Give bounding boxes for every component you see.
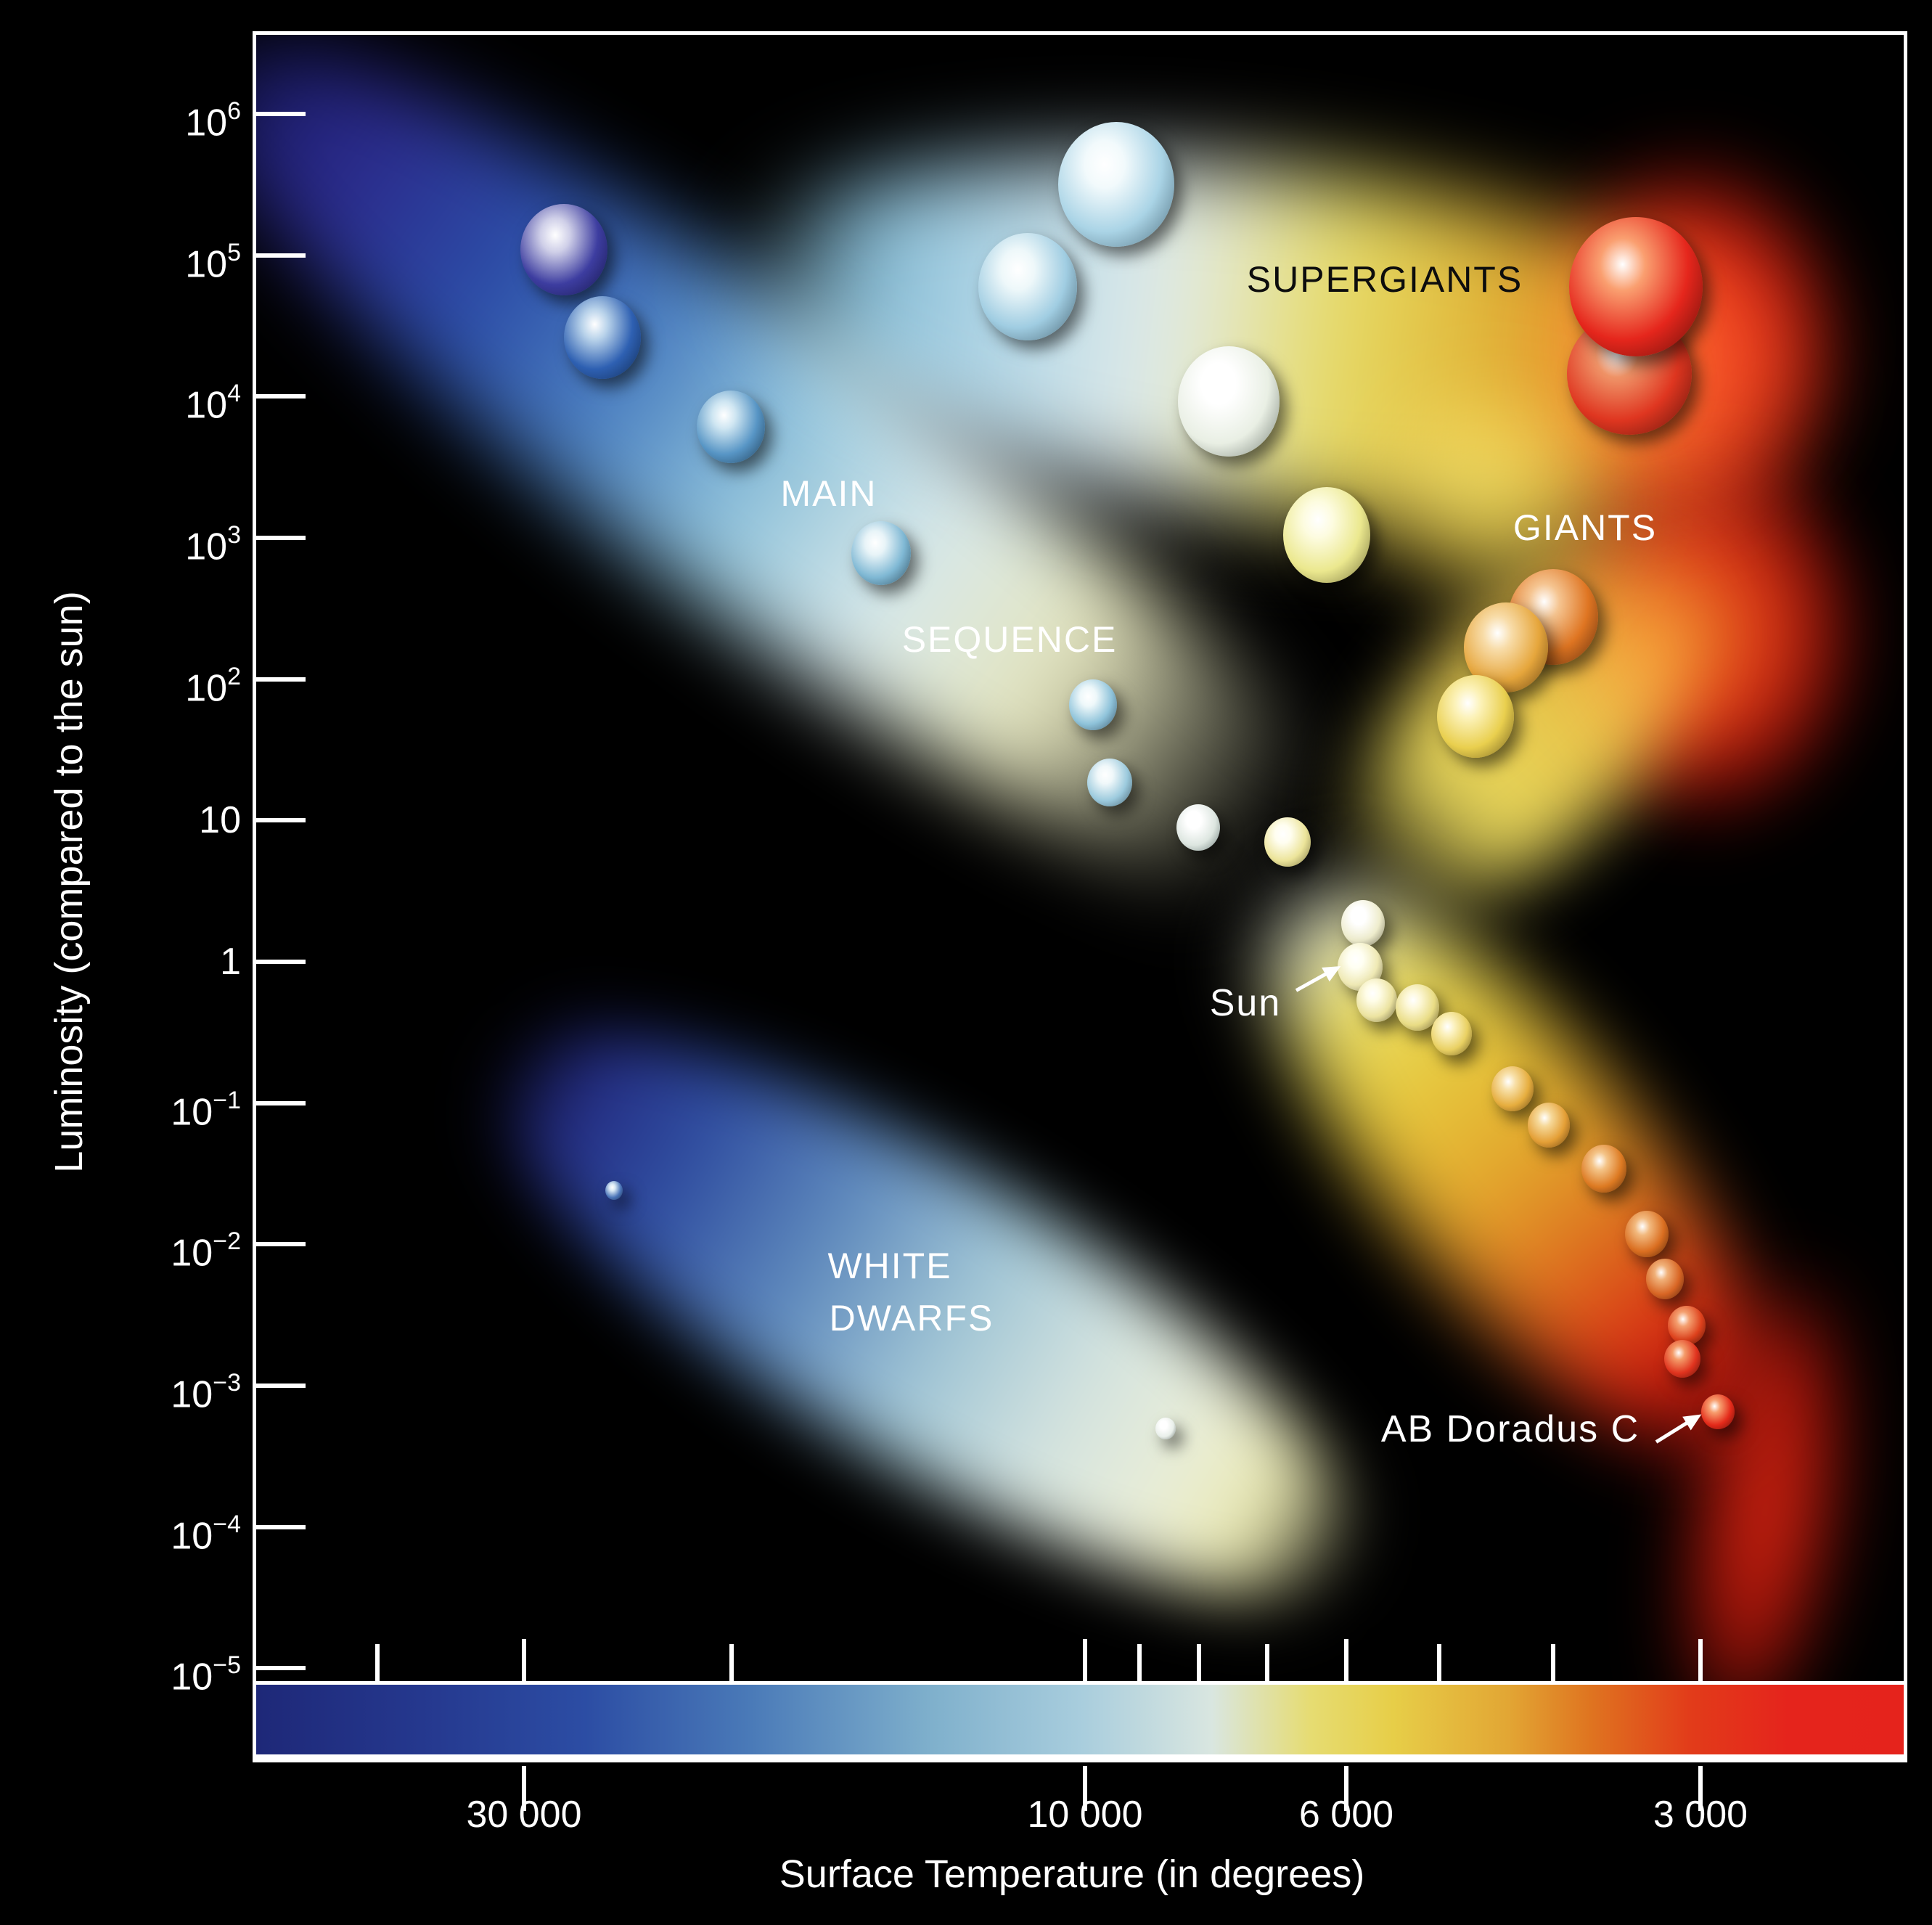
y-tick-label: 10−1 — [171, 1087, 241, 1134]
y-tick-label: 1 — [220, 941, 241, 983]
temperature-colorbar — [256, 1681, 1904, 1759]
star-supergiants — [1283, 487, 1370, 583]
star-main-sequence — [520, 204, 607, 295]
x-tick-minor — [375, 1644, 380, 1681]
x-tick-minor — [1197, 1644, 1201, 1681]
star-main-sequence — [1528, 1103, 1570, 1148]
label-sequence: SEQUENCE — [901, 619, 1118, 660]
star-main-sequence — [1087, 759, 1132, 806]
y-tick — [256, 1384, 306, 1388]
x-tick-major-below — [1698, 1766, 1703, 1811]
star-main-sequence — [1646, 1259, 1684, 1299]
x-tick-major — [522, 1639, 526, 1681]
y-tick-label: 10−3 — [171, 1369, 241, 1416]
x-tick-major-below — [1083, 1766, 1087, 1811]
label-ab-doradus-c: AB Doradus C — [1380, 1408, 1640, 1450]
star-main-sequence — [1264, 817, 1311, 867]
x-tick-label: 3 000 — [1653, 1794, 1748, 1836]
star-main-sequence — [1625, 1211, 1669, 1257]
star-main-sequence — [1491, 1066, 1534, 1111]
star-main-sequence — [1069, 679, 1117, 730]
star-main-sequence — [1664, 1340, 1700, 1378]
y-tick — [256, 1242, 306, 1246]
plot-world: SUPERGIANTS MAIN SEQUENCE GIANTS Sun WHITE DWA… — [256, 35, 1904, 1759]
x-tick-minor — [729, 1644, 734, 1681]
y-tick — [256, 394, 306, 399]
star-supergiants — [978, 233, 1077, 340]
label-main: MAIN — [780, 473, 877, 514]
y-tick — [256, 536, 306, 540]
star-main-sequence — [564, 296, 641, 379]
star-supergiants — [1058, 122, 1174, 247]
star-main-sequence — [1341, 900, 1385, 947]
star-main-sequence — [1396, 984, 1439, 1031]
x-tick-major — [1344, 1639, 1348, 1681]
star-ab-doradus-c — [1701, 1394, 1735, 1429]
plot-area: SUPERGIANTS MAIN SEQUENCE GIANTS Sun WHITE DWA… — [256, 35, 1904, 1759]
label-giants: GIANTS — [1513, 507, 1658, 548]
star-supergiants — [1178, 346, 1280, 457]
y-tick-label: 10−4 — [171, 1511, 241, 1558]
x-tick-major — [1698, 1639, 1703, 1681]
x-tick-minor — [1137, 1644, 1142, 1681]
y-tick-label: 10 — [199, 799, 241, 841]
star-main-sequence — [697, 391, 765, 463]
x-axis-title: Surface Temperature (in degrees) — [779, 1852, 1365, 1896]
star-giants — [1437, 675, 1514, 758]
star-main-sequence — [1176, 804, 1220, 851]
star-white-dwarfs — [1155, 1418, 1176, 1439]
x-tick-label: 30 000 — [466, 1794, 582, 1836]
star-main-sequence — [1581, 1145, 1626, 1193]
y-tick-label: 10−5 — [171, 1651, 241, 1699]
x-tick-minor — [1437, 1644, 1441, 1681]
x-tick-label: 10 000 — [1027, 1794, 1143, 1836]
star-main-sequence — [851, 521, 911, 585]
x-tick-minor — [1551, 1644, 1555, 1681]
y-tick-label: 104 — [185, 380, 241, 427]
y-tick — [256, 1525, 306, 1529]
label-white: WHITE — [827, 1246, 952, 1286]
y-tick-label: 102 — [185, 663, 241, 710]
y-tick-label: 103 — [185, 521, 241, 568]
x-tick-major-below — [1344, 1766, 1348, 1811]
y-tick-label: 105 — [185, 239, 241, 286]
label-sun: Sun — [1209, 982, 1282, 1024]
y-tick — [256, 677, 306, 682]
x-tick-label: 6 000 — [1298, 1794, 1394, 1836]
y-tick — [256, 253, 306, 258]
star-main-sequence — [1668, 1306, 1706, 1345]
y-tick — [256, 960, 306, 964]
star-main-sequence — [1356, 978, 1397, 1022]
y-tick — [256, 1666, 306, 1670]
star-white-dwarfs — [605, 1181, 623, 1200]
y-tick — [256, 818, 306, 822]
x-tick-major — [1083, 1639, 1087, 1681]
x-tick-major-below — [522, 1766, 526, 1811]
label-dwarfs: DWARFS — [829, 1298, 994, 1338]
star-main-sequence — [1431, 1012, 1472, 1055]
x-tick-minor — [1265, 1644, 1269, 1681]
star-supergiants — [1569, 217, 1703, 356]
y-tick-label: 106 — [185, 97, 241, 144]
y-tick — [256, 112, 306, 116]
y-tick — [256, 1101, 306, 1105]
label-supergiants: SUPERGIANTS — [1246, 259, 1523, 300]
y-tick-label: 10−2 — [171, 1227, 241, 1275]
